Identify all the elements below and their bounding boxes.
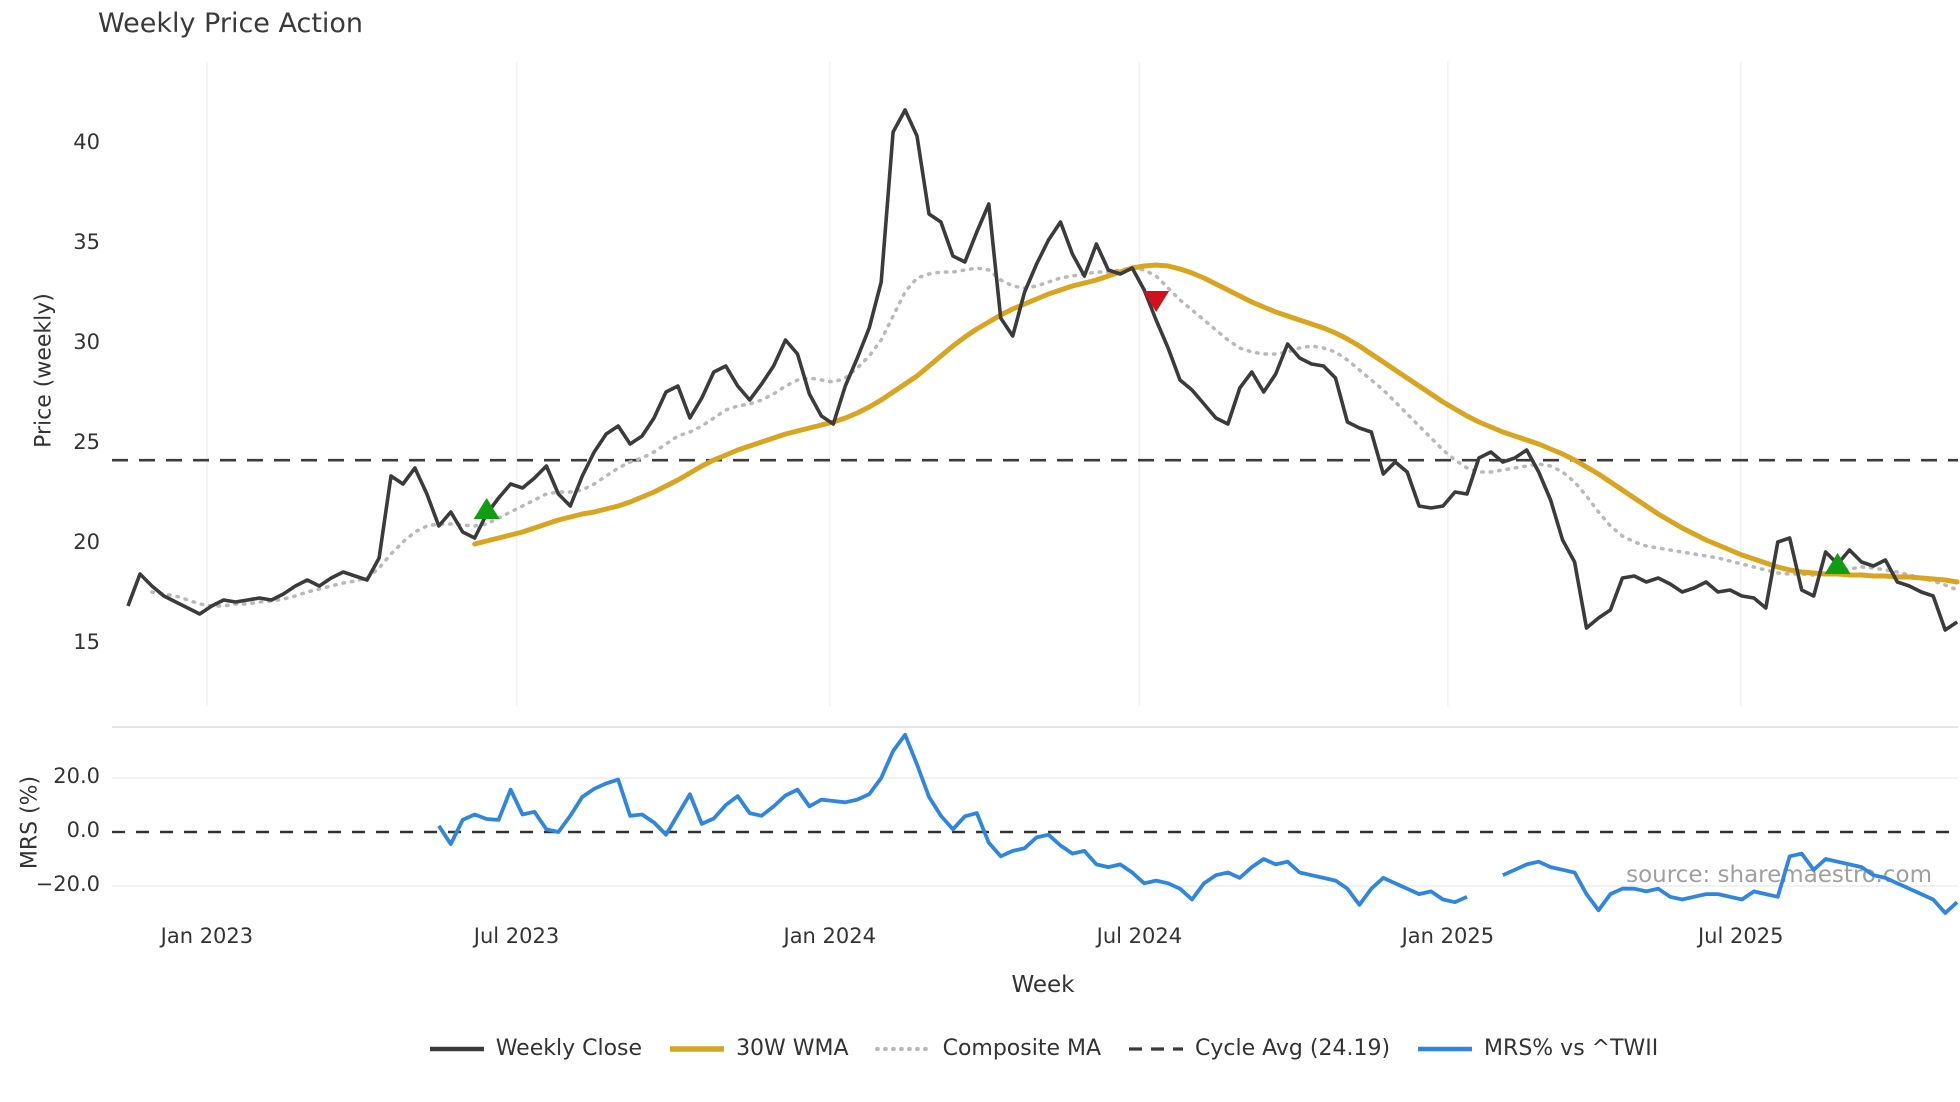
mrs-tick--20: −20.0 xyxy=(35,872,100,896)
x-tick-jul-2023: Jul 2023 xyxy=(473,924,560,948)
x-tick-jan-2025: Jan 2025 xyxy=(1401,924,1495,948)
legend-label: MRS% vs ^TWII xyxy=(1484,1036,1659,1061)
mrs-tick-0: 0.0 xyxy=(66,818,100,842)
composite-ma-line xyxy=(150,266,1959,608)
legend-item-solid-blue: MRS% vs ^TWII xyxy=(1416,1036,1658,1061)
price-tick-20: 20 xyxy=(73,530,100,554)
legend-item-solid-gold: 30W WMA xyxy=(668,1036,849,1061)
legend-label: Cycle Avg (24.19) xyxy=(1195,1036,1391,1061)
dashed-dark-swatch-icon xyxy=(1129,1046,1184,1051)
legend-item-dashed-dark: Cycle Avg (24.19) xyxy=(1127,1036,1390,1061)
solid-dark-swatch-icon xyxy=(429,1046,484,1051)
x-tick-jul-2024: Jul 2024 xyxy=(1096,924,1183,948)
x-tick-jul-2025: Jul 2025 xyxy=(1697,924,1784,948)
price-tick-35: 35 xyxy=(73,230,100,254)
price-tick-30: 30 xyxy=(73,330,100,354)
price-tick-15: 15 xyxy=(73,630,100,654)
dotted-gray-swatch-icon xyxy=(874,1046,933,1051)
legend-item-dotted-gray: Composite MA xyxy=(874,1036,1102,1061)
price-tick-25: 25 xyxy=(73,430,100,454)
price-tick-40: 40 xyxy=(73,130,100,154)
legend-item-solid-dark: Weekly Close xyxy=(428,1036,642,1061)
mrs-line xyxy=(437,732,1959,915)
price-axis-label: Price (weekly) xyxy=(31,293,57,448)
x-tick-jan-2024: Jan 2024 xyxy=(783,924,877,948)
sell-signal-marker xyxy=(1143,291,1170,312)
solid-blue-swatch-icon xyxy=(1418,1046,1473,1051)
solid-gold-swatch-icon xyxy=(670,1045,725,1052)
legend-label: Weekly Close xyxy=(495,1036,643,1061)
x-axis-label: Week xyxy=(1011,972,1075,998)
wma-line xyxy=(472,262,1960,585)
page-title: Weekly Price Action xyxy=(98,8,364,39)
weekly-close-line xyxy=(126,108,1959,632)
x-tick-jan-2023: Jan 2023 xyxy=(160,924,254,948)
legend-label: Composite MA xyxy=(942,1036,1102,1061)
legend-label: 30W WMA xyxy=(736,1036,849,1061)
buy-signal-marker xyxy=(473,498,500,519)
mrs-tick-20: 20.0 xyxy=(53,764,100,788)
buy-signal-marker xyxy=(1824,553,1851,574)
chart-legend: Weekly Close 30W WMA Composite MA Cycle Avg… xyxy=(128,1036,1958,1061)
